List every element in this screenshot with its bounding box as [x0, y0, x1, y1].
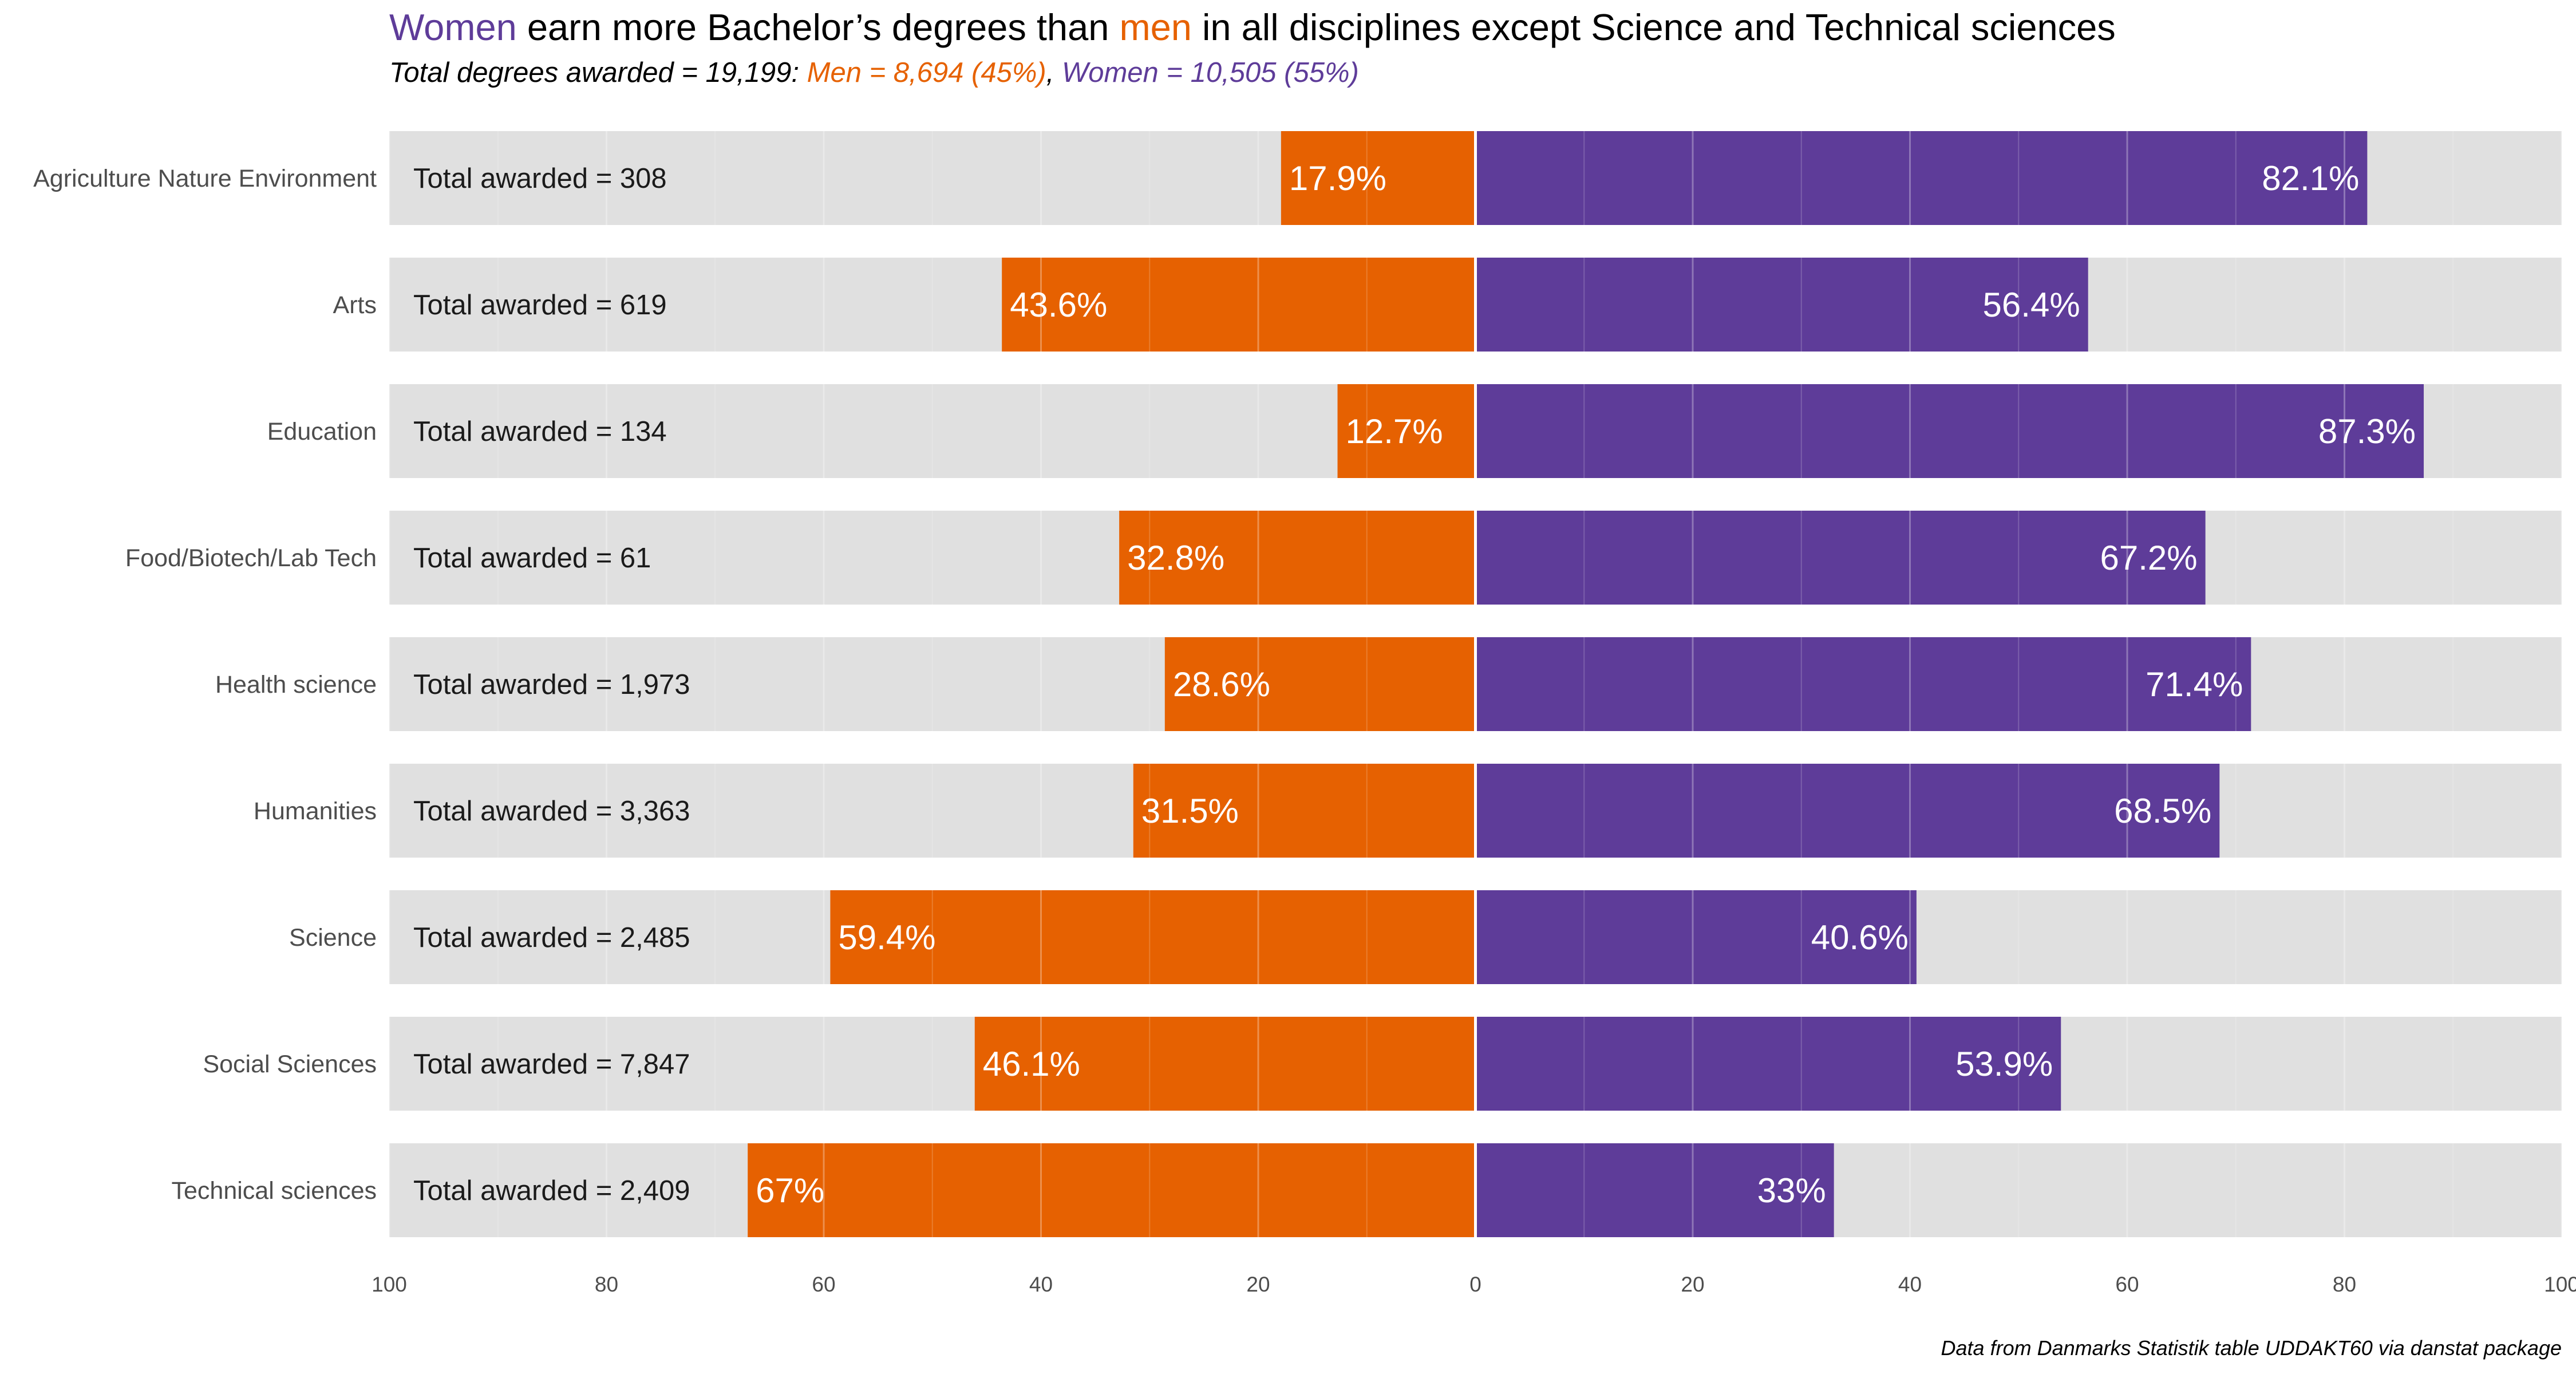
- category-label: Social Sciences: [203, 1051, 377, 1078]
- subtitle-total: Total degrees awarded = 19,199:: [389, 57, 807, 88]
- women-bar: [1475, 384, 2424, 478]
- men-percent-label: 59.4%: [838, 918, 935, 957]
- men-percent-label: 32.8%: [1127, 539, 1224, 577]
- men-percent-label: 31.5%: [1141, 792, 1239, 830]
- women-bar: [1475, 764, 2220, 858]
- men-bar: [1119, 511, 1476, 605]
- men-bar: [1164, 637, 1476, 731]
- x-tick-label: 0: [1469, 1273, 1481, 1296]
- total-awarded-label: Total awarded = 308: [413, 163, 667, 194]
- category-label: Humanities: [254, 797, 377, 825]
- men-bar: [1337, 384, 1476, 478]
- total-awarded-label: Total awarded = 2,409: [413, 1175, 690, 1206]
- chart-subtitle: Total degrees awarded = 19,199: Men = 8,…: [389, 57, 1359, 88]
- x-tick-label: 60: [812, 1273, 835, 1296]
- men-bar: [974, 1017, 1476, 1111]
- men-bar: [1281, 131, 1476, 225]
- total-awarded-label: Total awarded = 61: [413, 543, 651, 574]
- title-women-word: Women: [389, 6, 517, 48]
- chart-caption: Data from Danmarks Statistik table UDDAK…: [1941, 1336, 2562, 1360]
- subtitle-separator: ,: [1046, 57, 1062, 88]
- women-bar: [1475, 637, 2251, 731]
- women-percent-label: 53.9%: [1955, 1045, 2053, 1083]
- subtitle-men: Men = 8,694 (45%): [807, 57, 1046, 88]
- women-percent-label: 56.4%: [1983, 286, 2080, 324]
- women-percent-label: 68.5%: [2114, 792, 2211, 830]
- men-percent-label: 17.9%: [1289, 159, 1386, 198]
- women-bar: [1475, 890, 1917, 984]
- total-awarded-label: Total awarded = 619: [413, 290, 667, 321]
- men-bar: [830, 890, 1476, 984]
- x-axis-ticks: 100 80 60 40 20 0 20 40 60 80 100: [372, 1273, 2576, 1296]
- total-awarded-label: Total awarded = 7,847: [413, 1049, 690, 1080]
- women-percent-label: 87.3%: [2318, 412, 2416, 451]
- x-tick-label: 60: [2115, 1273, 2139, 1296]
- x-tick-label: 80: [2333, 1273, 2356, 1296]
- women-percent-label: 33%: [1757, 1171, 1826, 1210]
- women-bar: [1475, 258, 2088, 352]
- men-percent-label: 67%: [756, 1171, 824, 1210]
- men-percent-label: 46.1%: [983, 1045, 1080, 1083]
- category-label: Education: [267, 418, 377, 445]
- chart-title: Women earn more Bachelor’s degrees than …: [389, 6, 2116, 48]
- x-tick-label: 80: [595, 1273, 618, 1296]
- women-percent-label: 71.4%: [2146, 665, 2243, 704]
- category-label: Arts: [333, 291, 377, 319]
- men-bar: [748, 1143, 1476, 1237]
- labels: Agriculture Nature Environment Total awar…: [33, 159, 2416, 1210]
- women-percent-label: 67.2%: [2100, 539, 2197, 577]
- title-men-word: men: [1119, 6, 1191, 48]
- category-label: Science: [289, 924, 377, 951]
- x-tick-label: 100: [372, 1273, 407, 1296]
- women-bar: [1475, 131, 2368, 225]
- women-bar: [1475, 1017, 2061, 1111]
- x-tick-label: 20: [1681, 1273, 1704, 1296]
- category-label: Agriculture Nature Environment: [33, 165, 377, 192]
- x-tick-label: 20: [1246, 1273, 1270, 1296]
- men-percent-label: 12.7%: [1346, 412, 1443, 451]
- total-awarded-label: Total awarded = 1,973: [413, 669, 690, 700]
- x-tick-label: 40: [1029, 1273, 1053, 1296]
- total-awarded-label: Total awarded = 134: [413, 416, 667, 447]
- women-percent-label: 82.1%: [2262, 159, 2359, 198]
- bars: [748, 131, 2424, 1237]
- category-label: Health science: [215, 671, 377, 698]
- men-percent-label: 28.6%: [1173, 665, 1270, 704]
- subtitle-women: Women = 10,505 (55%): [1062, 57, 1359, 88]
- men-bar: [1133, 764, 1476, 858]
- total-awarded-label: Total awarded = 2,485: [413, 922, 690, 953]
- grid-lines: [388, 131, 2563, 1237]
- title-part2: in all disciplines except Science and Te…: [1192, 6, 2116, 48]
- women-percent-label: 40.6%: [1811, 918, 1909, 957]
- category-label: Food/Biotech/Lab Tech: [125, 544, 377, 572]
- title-part1: earn more Bachelor’s degrees than: [517, 6, 1120, 48]
- x-tick-label: 40: [1898, 1273, 1922, 1296]
- women-bar: [1475, 511, 2206, 605]
- men-bar: [1002, 258, 1476, 352]
- x-tick-label: 100: [2544, 1273, 2576, 1296]
- total-awarded-label: Total awarded = 3,363: [413, 796, 690, 827]
- women-bar: [1475, 1143, 1834, 1237]
- men-percent-label: 43.6%: [1010, 286, 1107, 324]
- category-label: Technical sciences: [171, 1177, 377, 1205]
